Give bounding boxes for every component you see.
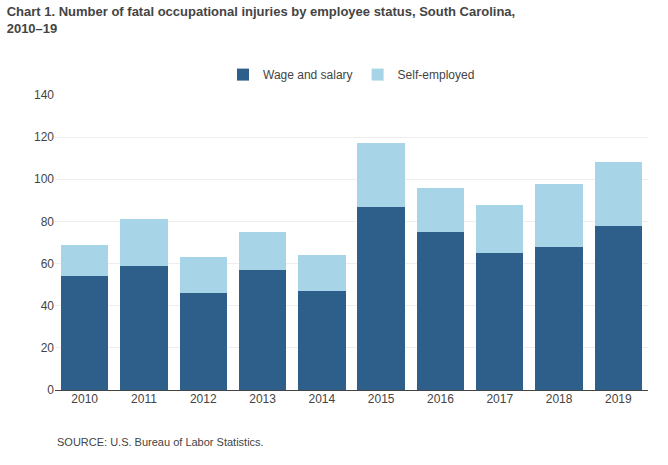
svg-text:2016: 2016 bbox=[427, 392, 454, 406]
svg-text:40: 40 bbox=[41, 299, 55, 313]
svg-text:80: 80 bbox=[41, 215, 55, 229]
svg-text:2011: 2011 bbox=[131, 392, 157, 406]
svg-text:Chart 1. Number of fatal occup: Chart 1. Number of fatal occupational in… bbox=[7, 4, 516, 36]
svg-text:2015: 2015 bbox=[368, 392, 395, 406]
svg-text:Self-employed: Self-employed bbox=[398, 68, 475, 82]
svg-text:120: 120 bbox=[34, 130, 54, 144]
svg-text:2017: 2017 bbox=[486, 392, 513, 406]
svg-text:2012: 2012 bbox=[190, 392, 217, 406]
svg-text:Wage and salary: Wage and salary bbox=[263, 68, 353, 82]
svg-text:2013: 2013 bbox=[249, 392, 276, 406]
svg-text:2018: 2018 bbox=[546, 392, 573, 406]
svg-text:20: 20 bbox=[41, 341, 55, 355]
svg-text:100: 100 bbox=[34, 172, 54, 186]
svg-text:140: 140 bbox=[34, 88, 54, 102]
svg-text:SOURCE: U.S. Bureau of Labor S: SOURCE: U.S. Bureau of Labor Statistics. bbox=[57, 436, 264, 448]
svg-text:0: 0 bbox=[47, 383, 54, 397]
svg-text:2010: 2010 bbox=[71, 392, 98, 406]
svg-text:2019: 2019 bbox=[605, 392, 632, 406]
svg-text:60: 60 bbox=[41, 257, 55, 271]
svg-text:2014: 2014 bbox=[308, 392, 335, 406]
